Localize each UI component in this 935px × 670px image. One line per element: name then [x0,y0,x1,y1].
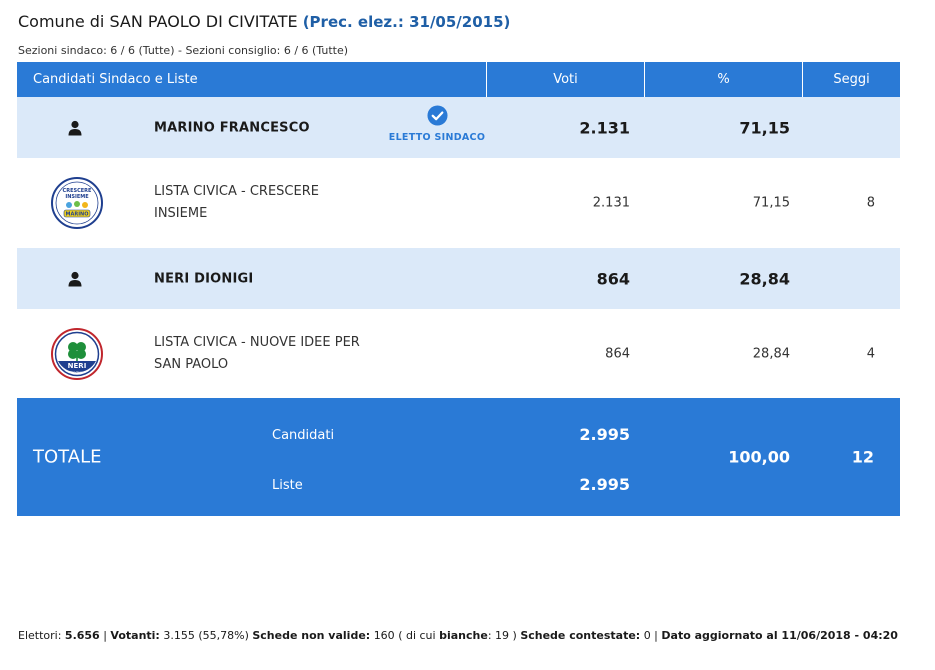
list-name: LISTA CIVICA - CRESCERE INSIEME [154,184,319,221]
contestate-label: Schede contestate: [520,629,641,642]
list-seats: 8 [866,195,875,211]
svg-text:Sindaco: Sindaco [70,370,84,374]
candidate-votes: 2.131 [579,118,630,137]
list-votes: 864 [605,346,630,361]
totals-label: TOTALE [33,446,102,468]
list-name: LISTA CIVICA - NUOVE IDEE PER SAN PAOLO [154,334,360,372]
list-seats: 4 [866,346,875,361]
table-header: Candidati Sindaco e Liste Voti % Seggi [17,62,900,97]
candidate-row: MARINO FRANCESCO ELETTO SINDACO 2.131 71… [17,97,900,158]
svg-text:MARINO: MARINO [66,212,89,218]
elettori-value: 5.656 [64,629,100,642]
person-icon [68,120,82,135]
bianche-value: : 19 ) [487,629,517,642]
list-row: NERI Sindaco LISTA CIVICA - NUOVE IDEE P… [17,309,900,398]
list-percent: 28,84 [752,346,790,361]
list-percent: 71,15 [752,195,790,211]
elected-label: ELETTO SINDACO [388,132,486,143]
totals-candidati-votes: 2.995 [579,425,630,444]
col-header-seggi: Seggi [833,72,870,87]
elected-badge: ELETTO SINDACO [387,105,487,143]
totals-liste-label: Liste [272,478,303,493]
person-icon [68,271,82,286]
svg-text:NERI: NERI [68,362,87,370]
votanti-value: 3.155 (55,78%) [163,629,249,642]
col-header-voti: Voti [487,62,645,97]
footer-stats: Elettori: 5.656 | Votanti: 3.155 (55,78%… [18,629,898,642]
comune-title: Comune di SAN PAOLO DI CIVITATE [18,12,298,31]
totals-row: TOTALE Candidati Liste 2.995 2.995 100,0… [17,398,900,516]
votanti-label: Votanti: [110,629,160,642]
candidate-percent: 71,15 [739,118,790,137]
totals-seats: 12 [851,447,874,467]
totals-percent: 100,00 [728,447,790,467]
results-table: Candidati Sindaco e Liste Voti % Seggi M… [17,62,900,516]
candidate-name: NERI DIONIGI [154,271,254,286]
sections-subtitle: Sezioni sindaco: 6 / 6 (Tutte) - Sezioni… [18,44,349,57]
list-logo-neri-sindaco: NERI Sindaco [51,327,103,380]
list-votes: 2.131 [592,195,630,211]
non-valide-value: 160 [373,629,395,642]
non-valide-label: Schede non valide: [252,629,371,642]
list-logo-crescere-insieme: CRESCERE INSIEME MARINO [51,177,103,229]
list-row: CRESCERE INSIEME MARINO LISTA CIVICA - C… [17,158,900,248]
page-title: Comune di SAN PAOLO DI CIVITATE (Prec. e… [18,12,510,31]
candidate-votes: 864 [596,269,630,288]
elettori-label: Elettori: [18,629,62,642]
di-cui-prefix: ( di cui [398,629,436,642]
col-header-candidati: Candidati Sindaco e Liste [17,62,487,97]
svg-text:INSIEME: INSIEME [65,194,89,200]
bianche-label: bianche [439,629,488,642]
previous-election-link[interactable]: (Prec. elez.: 31/05/2015) [302,13,511,31]
candidate-row: NERI DIONIGI 864 28,84 [17,248,900,309]
check-circle-icon [426,105,448,126]
candidate-percent: 28,84 [739,269,790,288]
col-header-percent: % [645,62,803,97]
contestate-value: 0 [643,629,651,642]
totals-candidati-label: Candidati [272,428,335,443]
svg-text:CRESCERE: CRESCERE [63,188,92,194]
candidate-name: MARINO FRANCESCO [154,120,310,135]
last-update: Dato aggiornato al 11/06/2018 - 04:20 [661,629,898,642]
totals-liste-votes: 2.995 [579,475,630,494]
